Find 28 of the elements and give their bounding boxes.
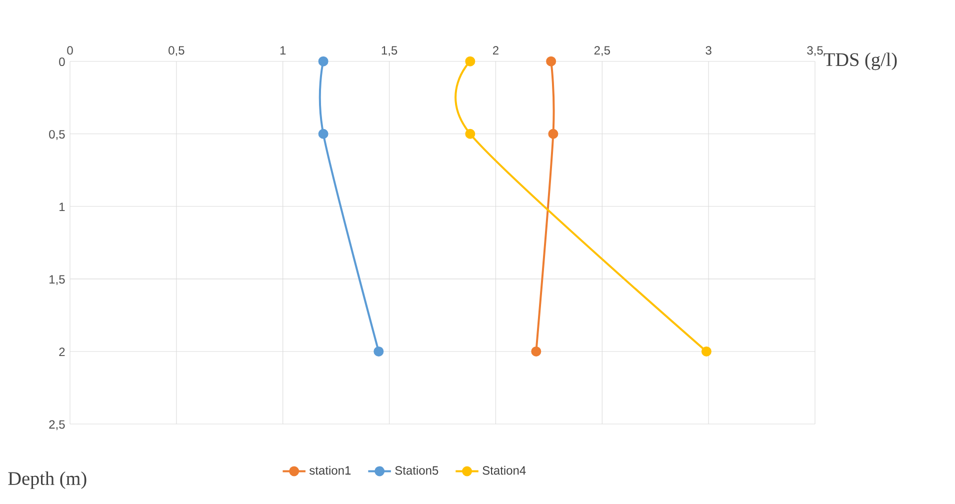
x-tick-label: 2 — [492, 46, 498, 55]
y-tick-label: 0,5 — [49, 130, 65, 140]
y-tick-label: 0 — [59, 58, 65, 66]
y-tick-label: 1 — [60, 202, 65, 211]
y-axis-title: Depth (m) — [8, 472, 86, 489]
x-tick-label: 0 — [67, 46, 73, 55]
x-tick-label: 1 — [280, 46, 286, 55]
y-tick-label: 1,5 — [50, 275, 65, 286]
y-tick-label: 2,5 — [49, 420, 65, 430]
point — [318, 128, 328, 139]
x-tick-label: 3 — [706, 46, 712, 55]
y-tick-label: 2 — [59, 348, 65, 356]
point — [374, 346, 384, 356]
x-tick-label: 3,5 — [807, 46, 823, 56]
legend-label: station1 — [309, 466, 351, 475]
point — [465, 56, 476, 66]
point — [548, 128, 558, 139]
point — [546, 56, 556, 66]
x-tick-label: 2,5 — [594, 46, 610, 56]
legend-label: Station5 — [395, 466, 438, 475]
x-tick-label: 1,5 — [382, 46, 398, 56]
x-axis-title: TDS (g/l) — [824, 52, 897, 70]
point — [531, 346, 542, 356]
point — [465, 128, 476, 139]
point — [701, 346, 712, 356]
legend-label: Station4 — [482, 466, 526, 475]
point — [318, 56, 328, 66]
x-tick-label: 0,5 — [168, 46, 184, 56]
